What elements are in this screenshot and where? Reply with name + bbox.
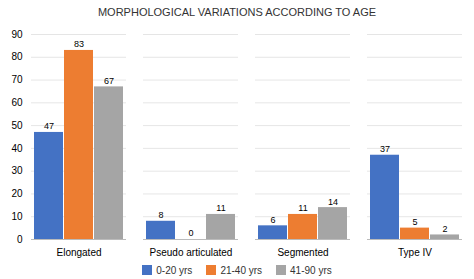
svg-text:11: 11 xyxy=(216,203,225,213)
svg-text:37: 37 xyxy=(380,144,390,154)
svg-text:30: 30 xyxy=(11,165,23,176)
svg-text:67: 67 xyxy=(104,76,114,86)
svg-text:80: 80 xyxy=(11,51,23,62)
svg-text:10: 10 xyxy=(11,211,23,222)
svg-text:8: 8 xyxy=(158,210,163,220)
svg-text:6: 6 xyxy=(270,215,275,225)
svg-text:2: 2 xyxy=(442,224,447,234)
svg-text:20: 20 xyxy=(11,188,23,199)
html-text:MORPHOLOGICAL VARIATIONS ACCOR: MORPHOLOGICAL VARIATIONS ACCORDING TO AG… xyxy=(97,6,377,18)
svg-text:90: 90 xyxy=(11,29,23,40)
svg-text:Segmented: Segmented xyxy=(277,247,328,258)
svg-text:50: 50 xyxy=(11,120,23,131)
svg-text:70: 70 xyxy=(11,74,23,85)
svg-text:83: 83 xyxy=(74,39,84,49)
svg-text:47: 47 xyxy=(44,121,54,131)
svg-text:11: 11 xyxy=(298,203,307,213)
svg-text:Type IV: Type IV xyxy=(398,247,432,258)
svg-text:5: 5 xyxy=(412,217,417,227)
html-text:0-20 yrs: 0-20 yrs xyxy=(156,264,193,276)
svg-text:0: 0 xyxy=(188,228,193,238)
svg-text:Pseudo articulated: Pseudo articulated xyxy=(150,247,233,258)
html-text:41-90 yrs: 41-90 yrs xyxy=(290,264,332,276)
svg-text:60: 60 xyxy=(11,97,23,108)
svg-text:14: 14 xyxy=(328,196,338,206)
svg-text:40: 40 xyxy=(11,143,23,154)
html-text:21-40 yrs: 21-40 yrs xyxy=(220,264,263,276)
svg-text:0: 0 xyxy=(17,234,23,245)
svg-text:Elongated: Elongated xyxy=(56,247,101,258)
